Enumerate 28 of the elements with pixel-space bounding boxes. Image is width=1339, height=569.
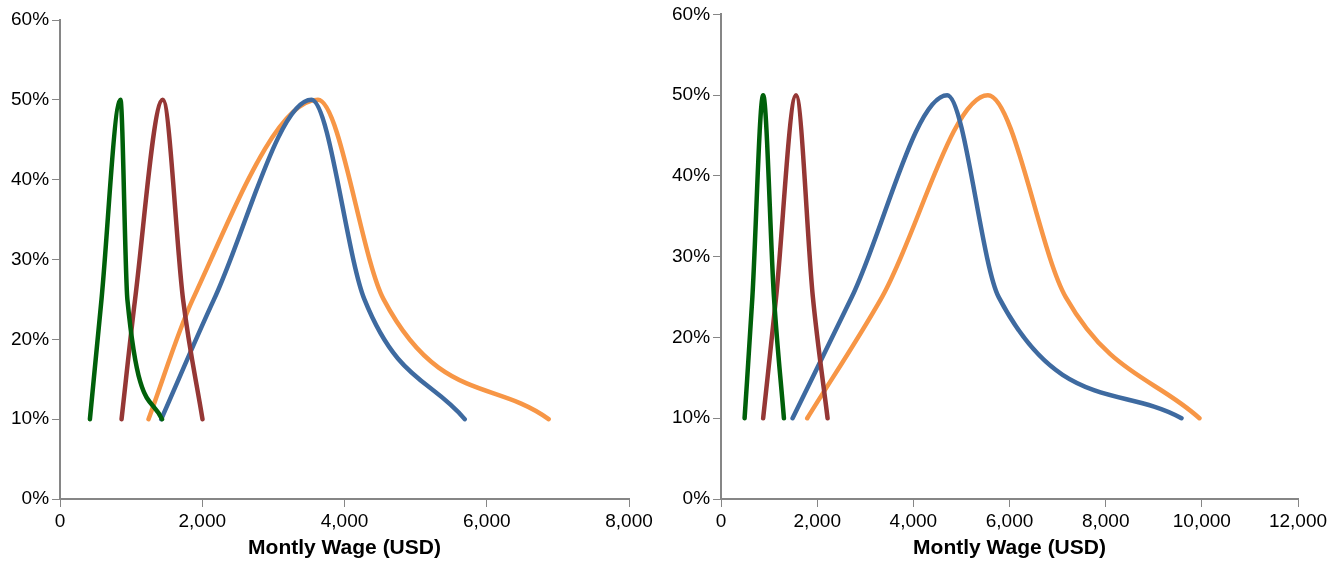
x-tick-label: 0 bbox=[715, 509, 727, 531]
y-tick-label: 20% bbox=[672, 325, 711, 347]
x-tick-label: 6,000 bbox=[985, 509, 1034, 531]
y-tick-label: 30% bbox=[11, 247, 50, 269]
y-tick-label: 50% bbox=[672, 83, 711, 105]
y-tick-label: 60% bbox=[672, 2, 711, 24]
x-tick-label: 2,000 bbox=[178, 509, 227, 531]
x-tick-label: 4,000 bbox=[889, 509, 938, 531]
y-tick-label: 50% bbox=[11, 88, 50, 110]
x-tick-label: 4,000 bbox=[320, 509, 369, 531]
x-axis-title: Montly Wage (USD) bbox=[913, 535, 1106, 559]
y-tick-label: 0% bbox=[682, 487, 711, 509]
y-tick-label: 20% bbox=[11, 327, 50, 349]
y-tick-label: 30% bbox=[672, 244, 711, 266]
x-tick-label: 6,000 bbox=[462, 509, 511, 531]
x-axis-title: Montly Wage (USD) bbox=[248, 535, 441, 559]
x-tick-label: 2,000 bbox=[793, 509, 841, 531]
x-tick-label: 12,000 bbox=[1268, 509, 1328, 531]
x-tick-label: 8,000 bbox=[605, 509, 653, 531]
x-tick-label: 0 bbox=[54, 509, 66, 531]
y-tick-label: 40% bbox=[11, 167, 50, 189]
y-tick-label: 60% bbox=[11, 8, 50, 30]
y-tick-label: 0% bbox=[21, 487, 50, 509]
y-tick-label: 40% bbox=[672, 164, 711, 186]
x-tick-label: 10,000 bbox=[1172, 509, 1231, 531]
y-tick-label: 10% bbox=[672, 406, 711, 428]
y-tick-label: 10% bbox=[11, 407, 50, 429]
x-tick-label: 8,000 bbox=[1081, 509, 1130, 531]
